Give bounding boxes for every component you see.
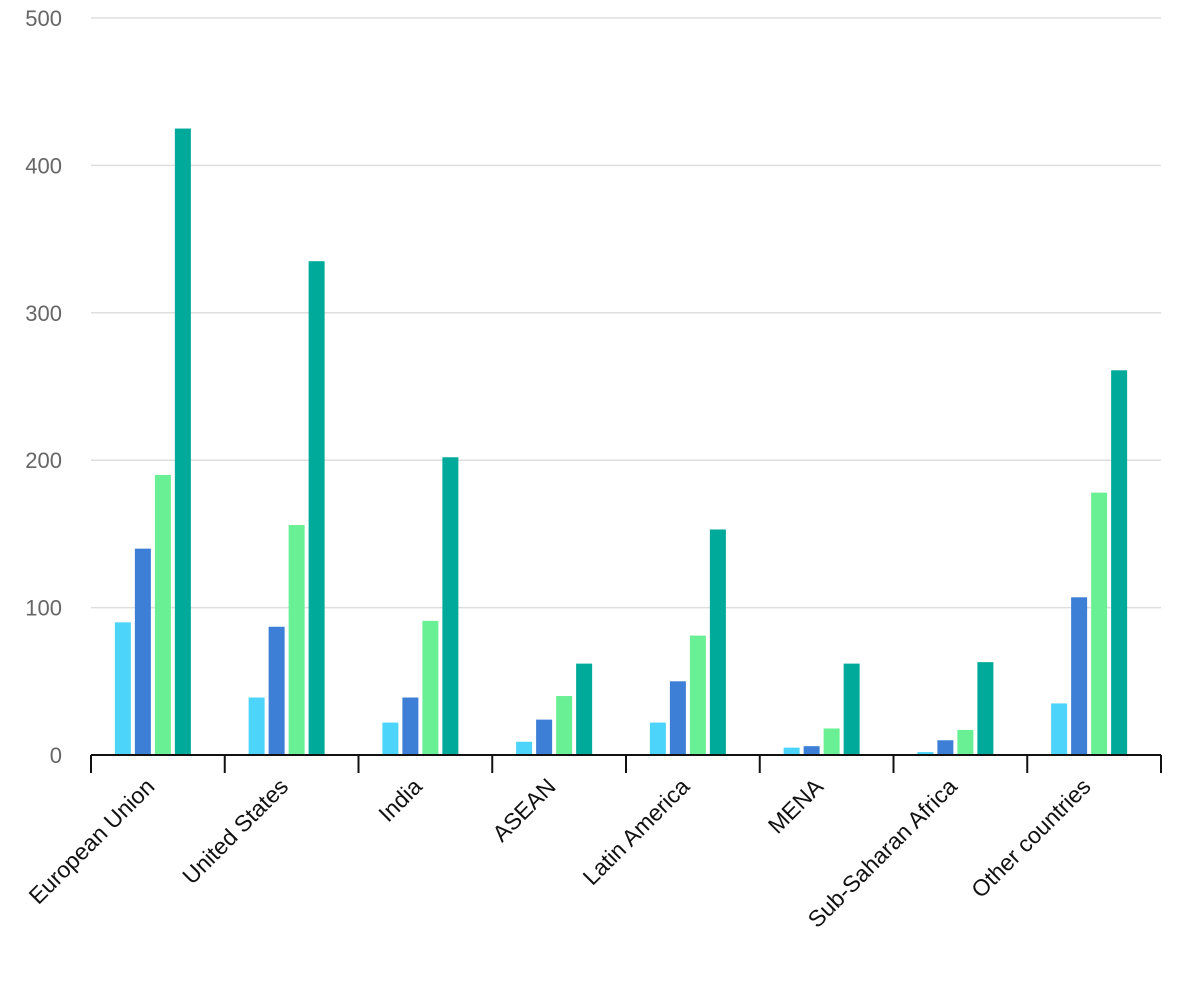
- bar: [1051, 703, 1068, 755]
- bar: [669, 681, 686, 755]
- bar: [977, 662, 994, 755]
- x-tick-label: India: [373, 773, 427, 827]
- bar: [268, 626, 285, 755]
- x-axis: [90, 754, 1162, 773]
- bar: [536, 719, 553, 755]
- bar: [422, 620, 439, 755]
- bar: [382, 722, 399, 755]
- bar: [134, 548, 151, 755]
- bar: [308, 261, 325, 755]
- y-axis-tick-labels: 0 100 200 300 400 500: [25, 6, 62, 768]
- bars: [114, 128, 1128, 756]
- x-tick-label: United States: [177, 773, 293, 889]
- y-tick-label: 0: [50, 743, 62, 768]
- bar: [843, 663, 860, 755]
- bar: [1091, 492, 1108, 755]
- x-tick-label: MENA: [763, 773, 829, 839]
- x-tick-label: Latin America: [577, 773, 694, 890]
- bar: [957, 729, 974, 755]
- bar: [288, 525, 305, 755]
- y-tick-label: 300: [25, 301, 62, 326]
- bar: [576, 663, 593, 755]
- bar: [114, 622, 131, 755]
- bar: [917, 752, 934, 755]
- bar: [689, 635, 706, 755]
- bar: [154, 474, 171, 755]
- y-tick-label: 200: [25, 448, 62, 473]
- bar: [516, 741, 533, 755]
- bar: [649, 722, 666, 755]
- bar: [937, 740, 954, 755]
- bar: [783, 747, 800, 755]
- gridlines: [91, 17, 1161, 609]
- y-tick-label: 500: [25, 6, 62, 31]
- bar: [556, 696, 573, 755]
- bar: [823, 728, 840, 755]
- bar: [803, 746, 820, 755]
- y-tick-label: 400: [25, 153, 62, 178]
- bar: [248, 697, 265, 755]
- bar: [174, 128, 191, 756]
- bar: [709, 529, 726, 755]
- bar: [1071, 597, 1088, 755]
- x-tick-label: Sub-Saharan Africa: [802, 773, 962, 933]
- x-tick-label: European Union: [23, 773, 159, 909]
- x-tick-label: ASEAN: [487, 773, 561, 847]
- bar: [402, 697, 419, 755]
- bar: [442, 457, 459, 755]
- x-axis-category-labels: European Union United States India ASEAN Lat…: [23, 773, 1095, 933]
- bar: [1111, 370, 1128, 755]
- x-tick-label: Other countries: [966, 773, 1096, 903]
- y-tick-label: 100: [25, 596, 62, 621]
